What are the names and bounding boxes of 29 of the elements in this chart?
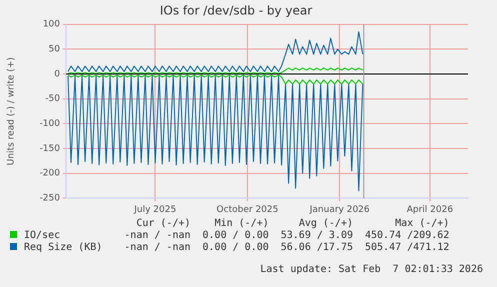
text: 56.06 /17.75 [280,242,353,254]
text: Max (-/+) [394,218,450,230]
text: Last update: Sat Feb 7 02:01:33 2026 [260,264,483,275]
text: 0.00 / 0.00 [202,230,269,242]
y-tick-label: -150 [40,144,60,154]
text: Min (-/+) [214,218,269,230]
legend-label: Req Size (KB) [23,242,104,254]
y-axis-title: Units read (-) / write (+) [6,57,17,166]
text: Cur (-/+) [135,218,191,230]
text: 450.74 /209.62 [364,230,450,242]
text: -nan / -nan [123,242,191,254]
x-tick-label: October 2025 [216,204,278,215]
text: 505.47 /471.12 [364,242,450,254]
y-tick-label: 0 [54,69,60,80]
y-tick-label: 100 [42,20,60,30]
text: -nan / -nan [123,230,191,242]
y-tick-label: 50 [48,44,60,55]
y-tick-label: -100 [40,119,60,130]
y-tick-label: -200 [40,168,60,179]
y-tick-label: -50 [45,94,60,104]
text: Avg (-/+) [298,218,353,230]
text: 0.00 / 0.00 [202,242,269,254]
y-tick-label: -250 [40,194,60,204]
x-tick-label: July 2025 [133,204,176,215]
text: 53.69 / 3.09 [280,230,353,242]
x-tick-label: April 2026 [406,204,454,215]
chart-title: IOs for /dev/sdb - by year [160,3,312,18]
x-tick-label: January 2026 [308,204,370,215]
legend-label: IO/sec [23,230,62,242]
